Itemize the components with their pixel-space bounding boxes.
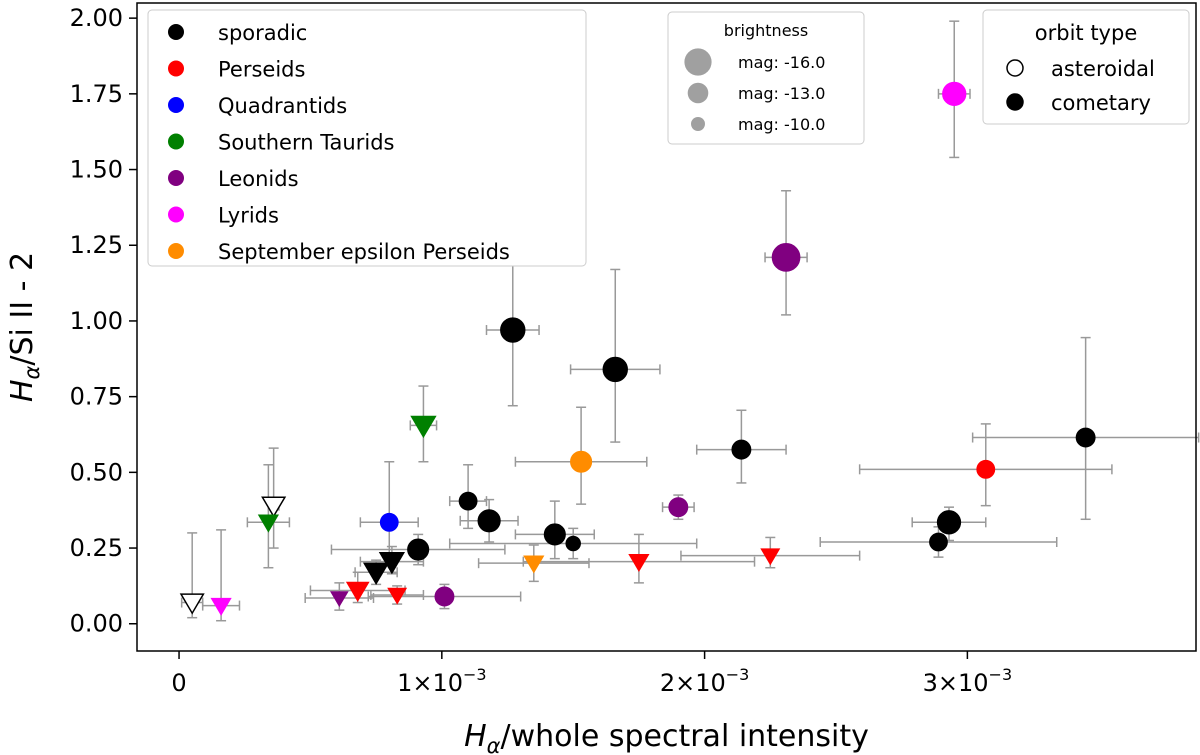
y-tick-label: 0.25 <box>70 534 123 562</box>
x-axis-label-subscript: α <box>487 734 501 755</box>
x-tick-label-base: 2×10 <box>660 669 726 697</box>
x-tick-label: 1×10−3 <box>397 665 487 697</box>
y-tick-label: 1.00 <box>70 307 123 335</box>
legend-orbit-marker <box>1006 93 1024 111</box>
data-point-sporadic <box>1075 427 1096 448</box>
legend-brightness-marker <box>687 82 709 104</box>
x-tick-label-exponent: −3 <box>989 665 1013 684</box>
y-axis-label: Hα/Si II - 2 <box>5 252 44 402</box>
data-point-perseids <box>760 548 781 566</box>
legend-shower-marker <box>168 97 184 113</box>
data-point-perseids <box>387 587 408 605</box>
data-point-sporadic <box>477 509 501 533</box>
legend-shower-marker <box>168 206 184 223</box>
y-tick-label: 0.50 <box>70 458 123 486</box>
data-point-september-epsilon-perseids <box>570 450 593 473</box>
axis-ticks: 0 1×10−3 2×10−3 3×10−30.000.250.500.751.001… <box>70 4 1013 697</box>
data-point-quadrantids <box>379 512 399 532</box>
data-point-september-epsilon-perseids <box>523 555 545 574</box>
data-point-sporadic <box>458 491 478 511</box>
data-point-sporadic <box>362 562 390 585</box>
y-tick-label: 0.00 <box>70 610 123 638</box>
x-tick-label: 2×10−3 <box>660 665 750 697</box>
legend-shower: sporadic Perseids Quadrantids Southern Taur… <box>147 9 587 267</box>
data-point-sporadic <box>500 317 526 343</box>
data-point-sporadic <box>936 510 962 535</box>
x-tick-label-exponent: −3 <box>463 665 487 684</box>
legend-orbit-label: cometary <box>1051 91 1151 115</box>
legend-orbit-title: orbit type <box>1035 21 1137 45</box>
data-point-sporadic <box>602 356 628 383</box>
data-point-leonids <box>771 243 801 272</box>
data-points <box>179 81 1096 616</box>
plot-frame <box>136 2 1197 652</box>
legend-brightness-title: brightness <box>724 21 808 40</box>
legend-shower-marker <box>168 24 184 40</box>
x-tick-label-base: 1×10 <box>397 669 463 697</box>
y-axis-label-rest: /Si II - 2 <box>5 252 40 366</box>
legend-orbit: orbit type asteroidal cometary <box>982 9 1190 125</box>
data-point-sporadic <box>731 439 752 460</box>
data-point-sporadic <box>929 532 948 552</box>
data-point-perseids <box>628 553 650 572</box>
data-point-sporadic <box>565 535 581 552</box>
data-point-sporadic <box>407 538 430 561</box>
data-point-perseids <box>345 581 370 602</box>
data-point-southern-taurids <box>257 514 280 533</box>
legend-brightness-label: mag: -16.0 <box>738 53 825 72</box>
data-point-leonids <box>434 586 455 607</box>
legend-brightness-label: mag: -13.0 <box>738 84 825 103</box>
legend-shower-label: September epsilon Perseids <box>218 240 510 264</box>
legend-orbit-box <box>982 9 1190 125</box>
x-tick-label: 0 <box>171 669 186 697</box>
legend-shower-marker <box>168 170 184 186</box>
y-tick-label: 1.75 <box>70 80 123 108</box>
legend-orbit-marker <box>1006 59 1024 77</box>
legend-brightness-box <box>667 11 865 145</box>
data-point-sporadic <box>179 593 205 615</box>
data-point-lyrids <box>942 81 967 106</box>
y-tick-label: 1.50 <box>70 156 123 184</box>
legend-shower-label: sporadic <box>218 21 307 45</box>
legend-shower-marker <box>168 60 184 77</box>
legend-shower-marker <box>168 243 184 259</box>
legend-shower-label: Quadrantids <box>218 94 347 118</box>
x-axis-label: Hα/whole spectral intensity <box>464 719 869 755</box>
x-tick-label-base: 3×10 <box>923 669 989 697</box>
x-axis-label-symbol: H <box>464 719 487 754</box>
data-point-sporadic <box>543 523 566 546</box>
y-tick-label: 0.75 <box>70 383 123 411</box>
data-point-lyrids <box>210 597 232 616</box>
legend-orbit-label: asteroidal <box>1051 57 1155 81</box>
x-tick-label: 3×10−3 <box>923 665 1013 697</box>
x-tick-label-exponent: −3 <box>726 665 750 684</box>
legend-brightness-marker <box>691 117 705 131</box>
data-point-leonids <box>329 591 349 608</box>
x-tick-label-base: 0 <box>171 669 186 697</box>
legend-brightness-label: mag: -10.0 <box>738 115 825 134</box>
y-tick-label: 1.25 <box>70 231 123 259</box>
legend-shower-marker <box>168 133 184 150</box>
y-axis-label-subscript: α <box>20 365 44 379</box>
data-point-southern-taurids <box>410 415 437 439</box>
legend-shower-label: Perseids <box>218 58 305 82</box>
data-point-perseids <box>976 459 996 479</box>
legend-shower-label: Southern Taurids <box>218 131 394 155</box>
data-point-sporadic <box>261 496 287 518</box>
x-axis-label-rest: /whole spectral intensity <box>501 719 869 754</box>
legend-brightness-marker <box>684 48 712 76</box>
y-axis-label-symbol: H <box>5 379 40 402</box>
legend-shower-label: Leonids <box>218 167 299 191</box>
data-point-leonids <box>668 497 689 518</box>
legend-shower-box <box>147 9 587 267</box>
y-tick-label: 2.00 <box>70 4 123 32</box>
legend-shower-label: Lyrids <box>218 204 279 228</box>
legend-brightness: brightness mag: -16.0 mag: -13.0 mag: -10.0 <box>667 11 865 145</box>
